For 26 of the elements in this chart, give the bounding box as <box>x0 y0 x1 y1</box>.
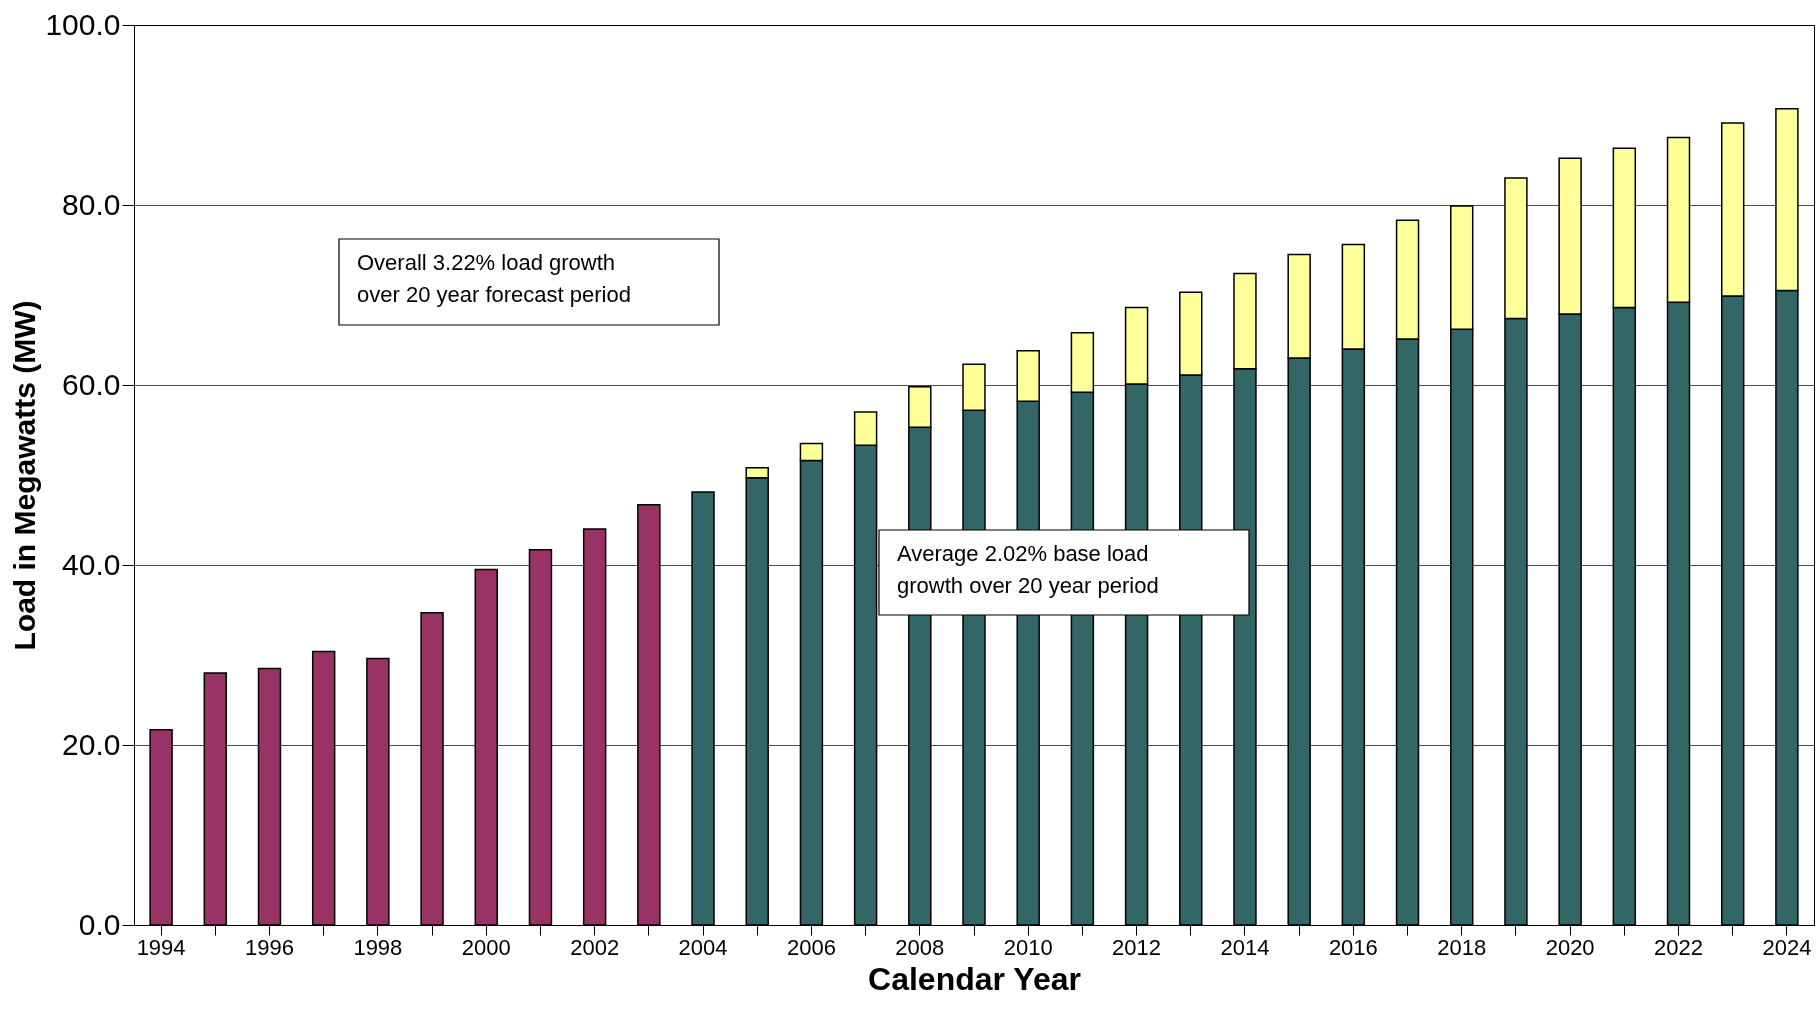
y-tick-label: 80.0 <box>62 187 121 221</box>
x-tick-label: 2016 <box>1328 934 1378 960</box>
x-tick-label: 2018 <box>1437 934 1487 960</box>
x-tick-label: 2008 <box>895 934 945 960</box>
x-tick-label: 2004 <box>678 934 728 960</box>
y-tick-label: 40.0 <box>62 547 121 581</box>
annotation: Average 2.02% base load growth over 20 year period <box>897 541 1159 598</box>
y-tick-label: 20.0 <box>62 727 121 761</box>
x-tick-label: 2006 <box>786 934 836 960</box>
x-tick-label: 2022 <box>1654 934 1703 960</box>
x-tick-label: 1994 <box>136 934 186 960</box>
annotation: Overall 3.22% load growth over 20 year forecast period <box>357 250 631 307</box>
y-tick-label: 100.0 <box>45 7 121 41</box>
x-tick-label: 2012 <box>1112 934 1162 960</box>
x-tick-label: 1996 <box>245 934 294 960</box>
x-tick-label: 2000 <box>461 934 511 960</box>
y-axis-title: Load in Megawatts (MW) <box>8 300 42 651</box>
x-tick-label: 2010 <box>1003 934 1053 960</box>
x-tick-label: 1998 <box>353 934 403 960</box>
x-tick-label: 2024 <box>1762 934 1812 960</box>
x-tick-label: 2002 <box>570 934 620 960</box>
y-tick-label: 0.0 <box>78 907 121 941</box>
x-tick-label: 2020 <box>1545 934 1595 960</box>
x-tick-label: 2014 <box>1220 934 1270 960</box>
y-tick-label: 60.0 <box>62 367 121 401</box>
x-axis-title: Calendar Year <box>868 960 1081 997</box>
